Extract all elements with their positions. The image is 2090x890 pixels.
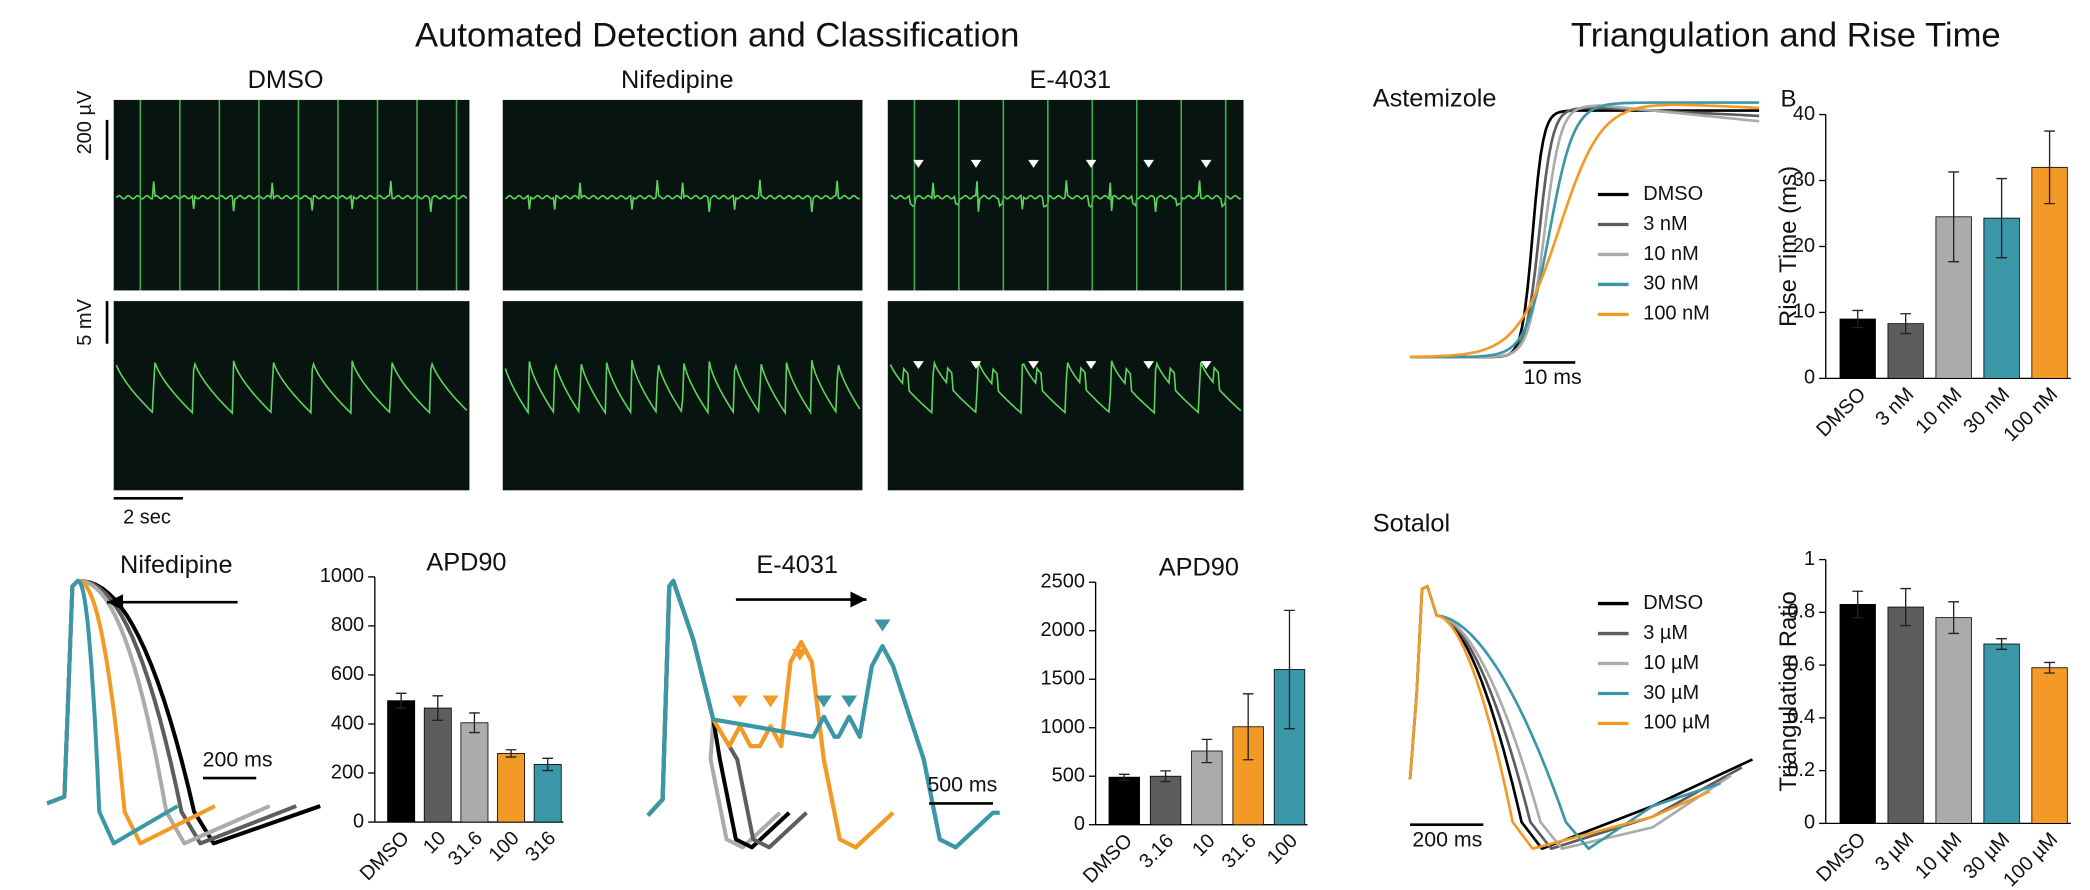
- x-tick-label: 10 µM: [1911, 828, 1966, 883]
- column-title: Nifedipine: [621, 66, 734, 94]
- x-tick-label: 10: [1188, 830, 1219, 861]
- legend-label: 3 nM: [1643, 213, 1687, 235]
- x-tick-label: 3.16: [1135, 830, 1178, 873]
- y-tick-label: 0: [353, 810, 364, 832]
- trace-title: Astemizole: [1373, 85, 1497, 113]
- y-tick-label: 400: [331, 712, 364, 734]
- scale-label: 200 µV: [74, 90, 96, 154]
- y-tick-label: 2000: [1041, 619, 1085, 641]
- arrow-head: [850, 592, 866, 608]
- ead-marker: [874, 620, 890, 632]
- chart-title: APD90: [1159, 554, 1239, 582]
- bar: [1840, 604, 1875, 823]
- legend-label: 100 nM: [1643, 303, 1710, 325]
- x-tick-label: 100: [485, 827, 524, 866]
- x-tick-label: 100 µM: [1999, 828, 2062, 890]
- column-title: DMSO: [248, 66, 324, 94]
- x-tick-label: 31.6: [1218, 830, 1261, 873]
- column-title: E-4031: [1030, 66, 1112, 94]
- x-tick-label: 100: [1263, 830, 1302, 869]
- x-tick-label: DMSO: [356, 827, 414, 885]
- bar: [461, 723, 488, 822]
- ead-marker: [732, 695, 748, 707]
- y-tick-label: 0: [1804, 812, 1815, 834]
- y-tick-label: 0: [1074, 813, 1085, 835]
- y-tick-label: 200: [331, 761, 364, 783]
- legend-label: DMSO: [1643, 592, 1703, 614]
- y-tick-label: 500: [1052, 764, 1085, 786]
- ead-marker: [763, 695, 779, 707]
- bar: [1150, 776, 1181, 824]
- figure: Automated Detection and Classification T…: [0, 0, 2090, 890]
- y-tick-label: 1000: [1041, 716, 1085, 738]
- y-tick-label: 2500: [1041, 571, 1085, 593]
- trace: [648, 581, 1000, 847]
- legend-label: 30 nM: [1643, 273, 1699, 295]
- section-title: Triangulation and Rise Time: [1571, 16, 2001, 54]
- monitor-panel: [114, 301, 470, 490]
- x-tick-label: 316: [521, 827, 560, 866]
- y-tick-label: 800: [331, 614, 364, 636]
- scale-label: 200 ms: [1412, 827, 1482, 851]
- trace-title: E-4031: [756, 551, 838, 579]
- bar: [388, 701, 415, 822]
- bar: [2032, 668, 2067, 824]
- legend-label: 10 µM: [1643, 652, 1699, 674]
- x-tick-label: DMSO: [1812, 828, 1870, 886]
- page: Automated Detection and Classification T…: [0, 0, 2090, 890]
- scale-label: 10 ms: [1524, 365, 1582, 389]
- y-axis-label: Triangulation Ratio: [1775, 591, 1802, 791]
- bar: [534, 764, 561, 822]
- bar: [1984, 644, 2019, 823]
- y-tick-label: 600: [331, 663, 364, 685]
- trace-title: Sotalol: [1373, 510, 1450, 538]
- scale-label: 5 mV: [74, 298, 96, 345]
- scale-label: 200 ms: [203, 747, 273, 771]
- y-axis-label: Rise Time (ms): [1775, 166, 1802, 327]
- legend-label: 3 µM: [1643, 622, 1688, 644]
- bar: [1888, 607, 1923, 823]
- bar: [424, 708, 451, 822]
- bar: [498, 753, 525, 822]
- legend-label: 10 nM: [1643, 243, 1699, 265]
- chart-title: APD90: [426, 548, 506, 576]
- legend-label: 30 µM: [1643, 682, 1699, 704]
- bar: [1936, 618, 1971, 824]
- section-title: Automated Detection and Classification: [415, 16, 1019, 54]
- scale-label: 500 ms: [927, 773, 997, 797]
- x-tick-label: DMSO: [1079, 830, 1137, 888]
- legend-label: DMSO: [1643, 183, 1703, 205]
- y-tick-label: 1: [1804, 548, 1815, 570]
- scale-label: 2 sec: [123, 507, 171, 529]
- ead-marker: [841, 695, 857, 707]
- y-tick-label: 40: [1793, 103, 1815, 125]
- x-tick-label: 10 nM: [1911, 383, 1966, 438]
- x-tick-label: 100 nM: [2000, 383, 2063, 446]
- trace-title: Nifedipine: [120, 551, 233, 579]
- y-tick-label: 1500: [1041, 668, 1085, 690]
- x-tick-label: DMSO: [1812, 383, 1870, 441]
- y-tick-label: 0: [1804, 367, 1815, 389]
- y-tick-label: 1000: [320, 565, 364, 587]
- bar: [1109, 777, 1140, 825]
- legend-label: 100 µM: [1643, 712, 1710, 734]
- x-tick-label: 31.6: [444, 827, 487, 870]
- trace: [47, 581, 296, 843]
